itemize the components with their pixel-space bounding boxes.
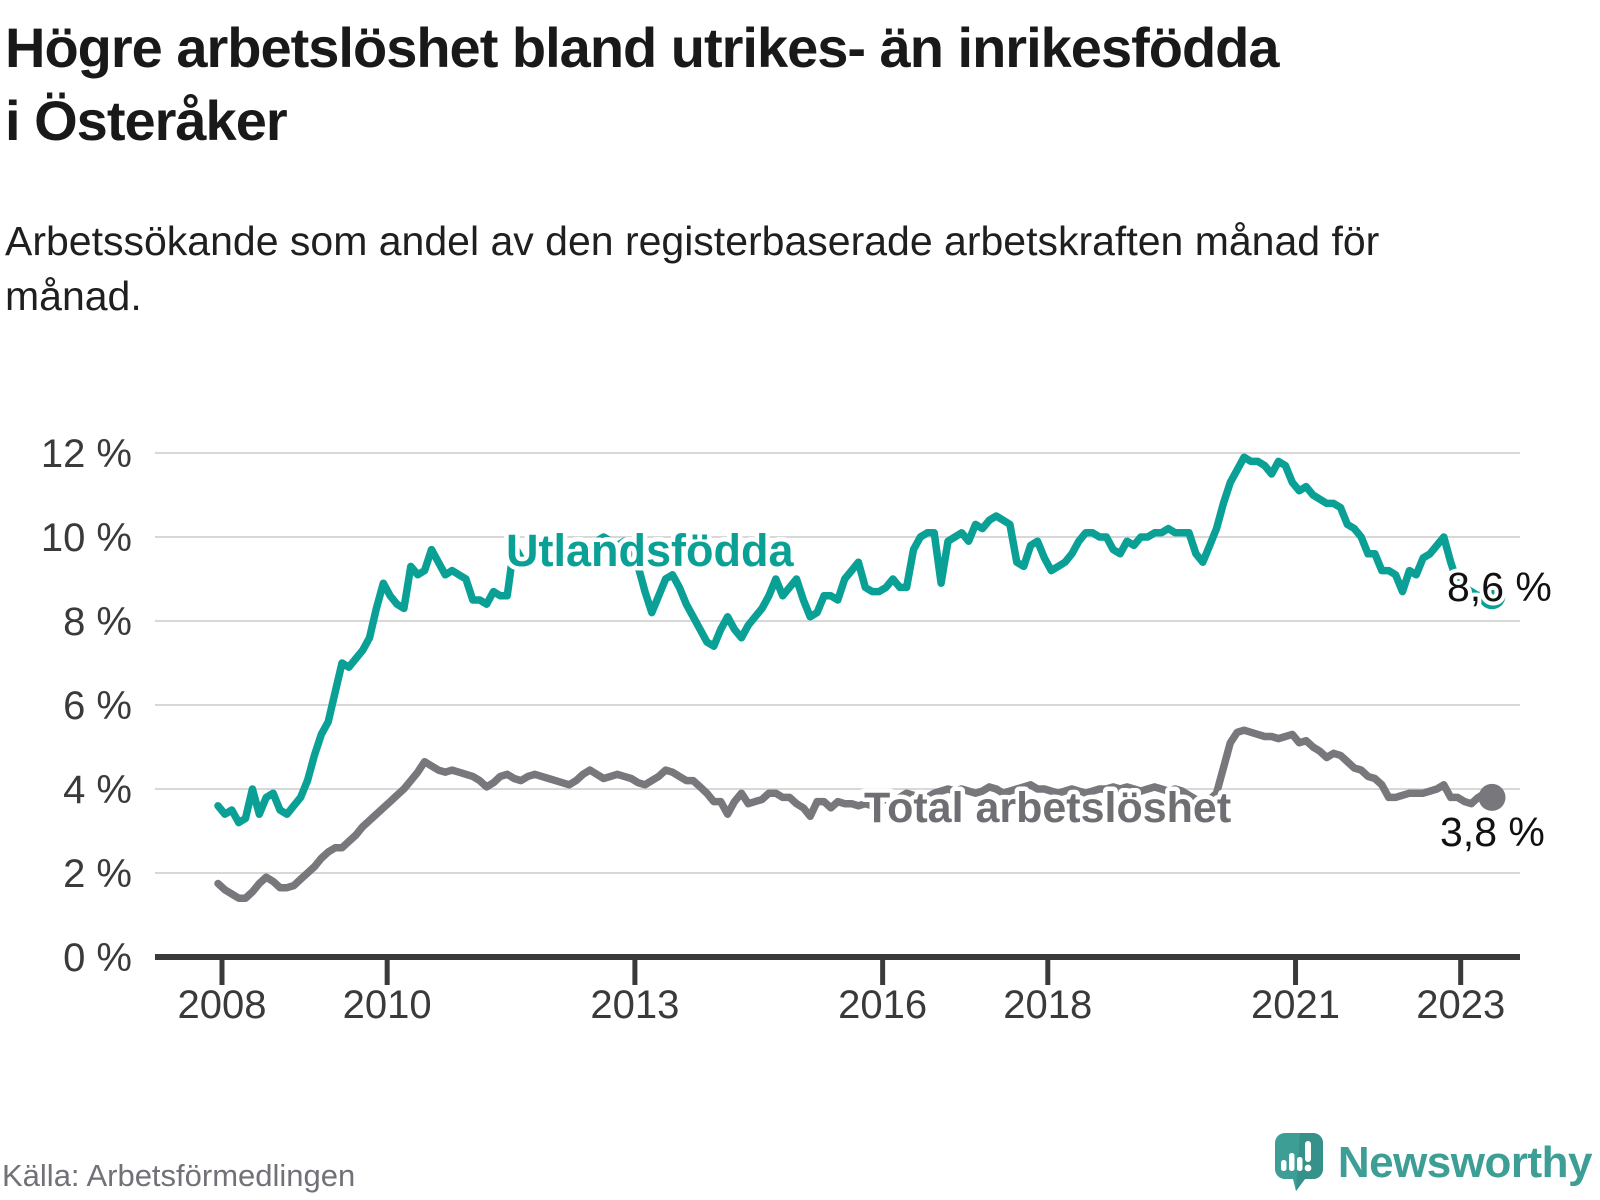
end-value-label: 3,8 %	[1440, 809, 1545, 855]
series-line-total	[214, 726, 1496, 902]
series-label: Utlandsfödda	[506, 525, 794, 576]
x-axis-tick-label: 2013	[590, 983, 679, 1027]
x-axis-tick-label: 2008	[178, 983, 267, 1027]
x-axis-tick-label: 2021	[1251, 983, 1340, 1027]
x-axis-tick-label: 2018	[1003, 983, 1092, 1027]
y-axis-tick-label: 6 %	[63, 684, 132, 728]
newsworthy-logo-text: Newsworthy	[1337, 1138, 1593, 1187]
x-axis-tick-label: 2023	[1416, 983, 1505, 1027]
source-note: Källa: Arbetsförmedlingen	[2, 1158, 356, 1193]
newsworthy-logo: Newsworthy	[1274, 1132, 1593, 1194]
chart-title: Högre arbetslöshet bland utrikes- än inr…	[5, 16, 1280, 152]
y-axis-tick-label: 0 %	[63, 936, 132, 980]
series-end-dot	[1478, 582, 1506, 610]
newsworthy-logo-icon	[1274, 1133, 1323, 1191]
y-axis-tick-label: 8 %	[63, 600, 132, 644]
series-label: Total arbetslöshet	[864, 784, 1231, 832]
end-value-label: 8,6 %	[1447, 564, 1552, 610]
y-axis-tick-label: 12 %	[41, 432, 132, 476]
y-axis-tick-label: 10 %	[41, 516, 132, 560]
x-axis-tick-label: 2016	[838, 983, 927, 1027]
y-axis-tick-label: 2 %	[63, 852, 132, 896]
x-axis-tick-label: 2010	[343, 983, 432, 1027]
y-axis-tick-label: 4 %	[63, 768, 132, 812]
chart-subtitle: Arbetssökande som andel av den registerb…	[5, 218, 1380, 319]
series-end-dot	[1478, 783, 1506, 811]
series-line-utlandsfodda	[214, 453, 1496, 827]
